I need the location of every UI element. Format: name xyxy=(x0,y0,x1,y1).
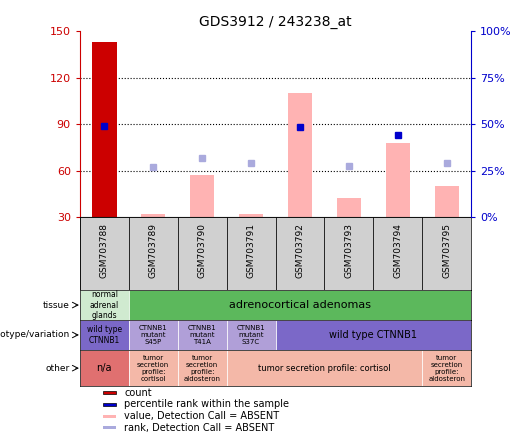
Text: CTNNB1
mutant
S37C: CTNNB1 mutant S37C xyxy=(237,325,265,345)
Text: GSM703794: GSM703794 xyxy=(393,223,402,278)
Text: wild type
CTNNB1: wild type CTNNB1 xyxy=(87,325,122,345)
Bar xyxy=(190,175,214,217)
Text: GSM703789: GSM703789 xyxy=(149,223,158,278)
Bar xyxy=(373,217,422,290)
Text: GSM703791: GSM703791 xyxy=(247,223,255,278)
Text: normal
adrenal
glands: normal adrenal glands xyxy=(90,290,119,320)
Bar xyxy=(386,143,410,217)
Bar xyxy=(239,214,263,217)
Text: GSM703793: GSM703793 xyxy=(345,223,353,278)
Text: n/a: n/a xyxy=(96,363,112,373)
Bar xyxy=(178,320,227,350)
Bar xyxy=(276,320,471,350)
Bar xyxy=(276,217,324,290)
Text: GSM703790: GSM703790 xyxy=(198,223,207,278)
Text: GSM703788: GSM703788 xyxy=(100,223,109,278)
Bar xyxy=(324,217,373,290)
Bar xyxy=(227,217,276,290)
Bar xyxy=(422,350,471,386)
Text: GSM703795: GSM703795 xyxy=(442,223,451,278)
Bar xyxy=(141,214,165,217)
Bar xyxy=(435,186,459,217)
Bar xyxy=(129,350,178,386)
Bar xyxy=(129,217,178,290)
Bar xyxy=(422,217,471,290)
Bar xyxy=(129,320,178,350)
Bar xyxy=(104,403,116,406)
Text: adrenocortical adenomas: adrenocortical adenomas xyxy=(229,300,371,310)
Text: value, Detection Call = ABSENT: value, Detection Call = ABSENT xyxy=(124,411,279,421)
Text: CTNNB1
mutant
T41A: CTNNB1 mutant T41A xyxy=(188,325,216,345)
Title: GDS3912 / 243238_at: GDS3912 / 243238_at xyxy=(199,15,352,29)
Bar xyxy=(80,290,129,320)
Bar xyxy=(178,350,227,386)
Text: genotype/variation: genotype/variation xyxy=(0,330,70,340)
Text: tissue: tissue xyxy=(43,301,70,309)
Text: wild type CTNNB1: wild type CTNNB1 xyxy=(330,330,417,340)
Bar xyxy=(104,426,116,429)
Text: tumor
secretion
profile:
aldosteron: tumor secretion profile: aldosteron xyxy=(184,355,220,382)
Text: count: count xyxy=(124,388,152,398)
Bar xyxy=(288,93,312,217)
Text: tumor secretion profile: cortisol: tumor secretion profile: cortisol xyxy=(258,364,391,373)
Text: percentile rank within the sample: percentile rank within the sample xyxy=(124,400,289,409)
Text: other: other xyxy=(46,364,70,373)
Text: CTNNB1
mutant
S45P: CTNNB1 mutant S45P xyxy=(139,325,167,345)
Bar xyxy=(227,350,422,386)
Bar xyxy=(178,217,227,290)
Bar xyxy=(129,290,471,320)
Text: rank, Detection Call = ABSENT: rank, Detection Call = ABSENT xyxy=(124,423,274,433)
Text: tumor
secretion
profile:
aldosteron: tumor secretion profile: aldosteron xyxy=(428,355,465,382)
Bar xyxy=(80,350,129,386)
Text: GSM703792: GSM703792 xyxy=(296,223,304,278)
Bar xyxy=(104,391,116,394)
Bar xyxy=(80,217,129,290)
Bar xyxy=(92,42,116,217)
Text: tumor
secretion
profile:
cortisol: tumor secretion profile: cortisol xyxy=(137,355,169,382)
Bar xyxy=(104,415,116,418)
Bar xyxy=(227,320,276,350)
Bar xyxy=(337,198,361,217)
Bar xyxy=(80,320,129,350)
